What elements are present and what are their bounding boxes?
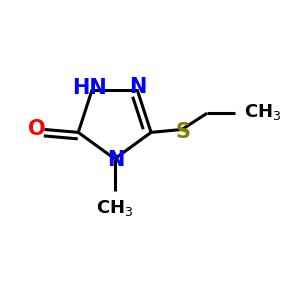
Text: HN: HN	[72, 78, 106, 98]
Text: S: S	[176, 122, 191, 142]
Text: CH$_3$: CH$_3$	[96, 198, 134, 218]
Text: O: O	[28, 119, 46, 139]
Text: N: N	[107, 150, 124, 170]
Text: CH$_3$: CH$_3$	[244, 102, 282, 122]
Text: N: N	[129, 76, 147, 97]
